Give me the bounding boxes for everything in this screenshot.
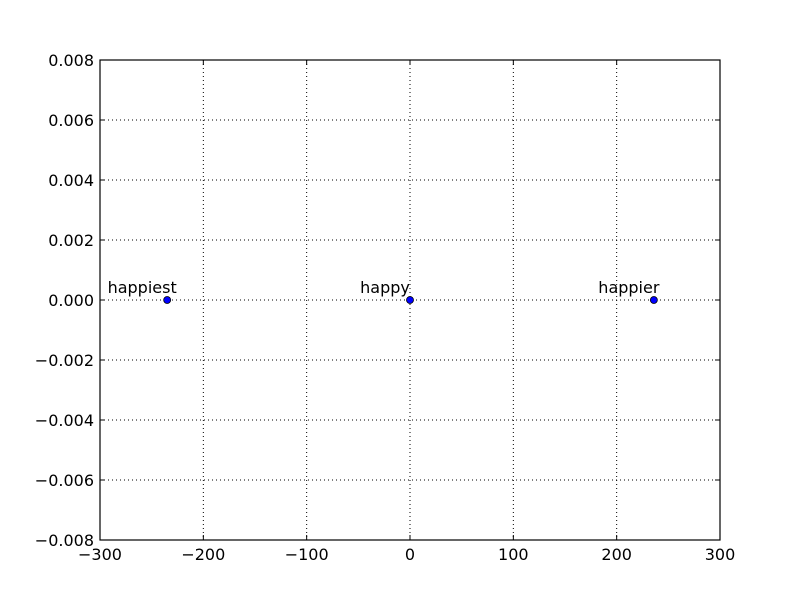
data-point-happiest [163,296,172,304]
x-tick-label: 100 [498,545,529,564]
data-point-happier [649,296,658,304]
x-tick-label: 0 [405,545,415,564]
data-point-label-happier: happier [598,278,660,297]
x-tick-label: −200 [181,545,225,564]
x-tick-label: −100 [285,545,329,564]
y-tick-label: −0.002 [35,351,94,370]
y-tick-label: −0.004 [35,411,94,430]
y-tick-label: 0.004 [48,171,94,190]
data-point-label-happy: happy [360,278,410,297]
x-tick-label: −300 [78,545,122,564]
y-axis-tick-labels: 0.008 0.006 0.004 0.002 0.000 −0.002 −0.004 −0.… [35,51,94,550]
x-tick-label: 200 [601,545,632,564]
y-tick-label: 0.006 [48,111,94,130]
y-tick-label: −0.006 [35,471,94,490]
y-tick-label: 0.002 [48,231,94,250]
data-points [163,296,658,304]
y-tick-label: 0.008 [48,51,94,70]
x-tick-label: 300 [705,545,736,564]
data-point-labels: happiest happy happier [108,278,660,297]
data-point-label-happiest: happiest [108,278,177,297]
plot-area-frame [99,59,721,541]
y-tick-label: 0.000 [48,291,94,310]
data-point-happy [406,296,414,304]
x-axis-tick-labels: −300 −200 −100 0 100 200 300 [78,545,735,564]
y-tick-label: −0.008 [35,531,94,550]
